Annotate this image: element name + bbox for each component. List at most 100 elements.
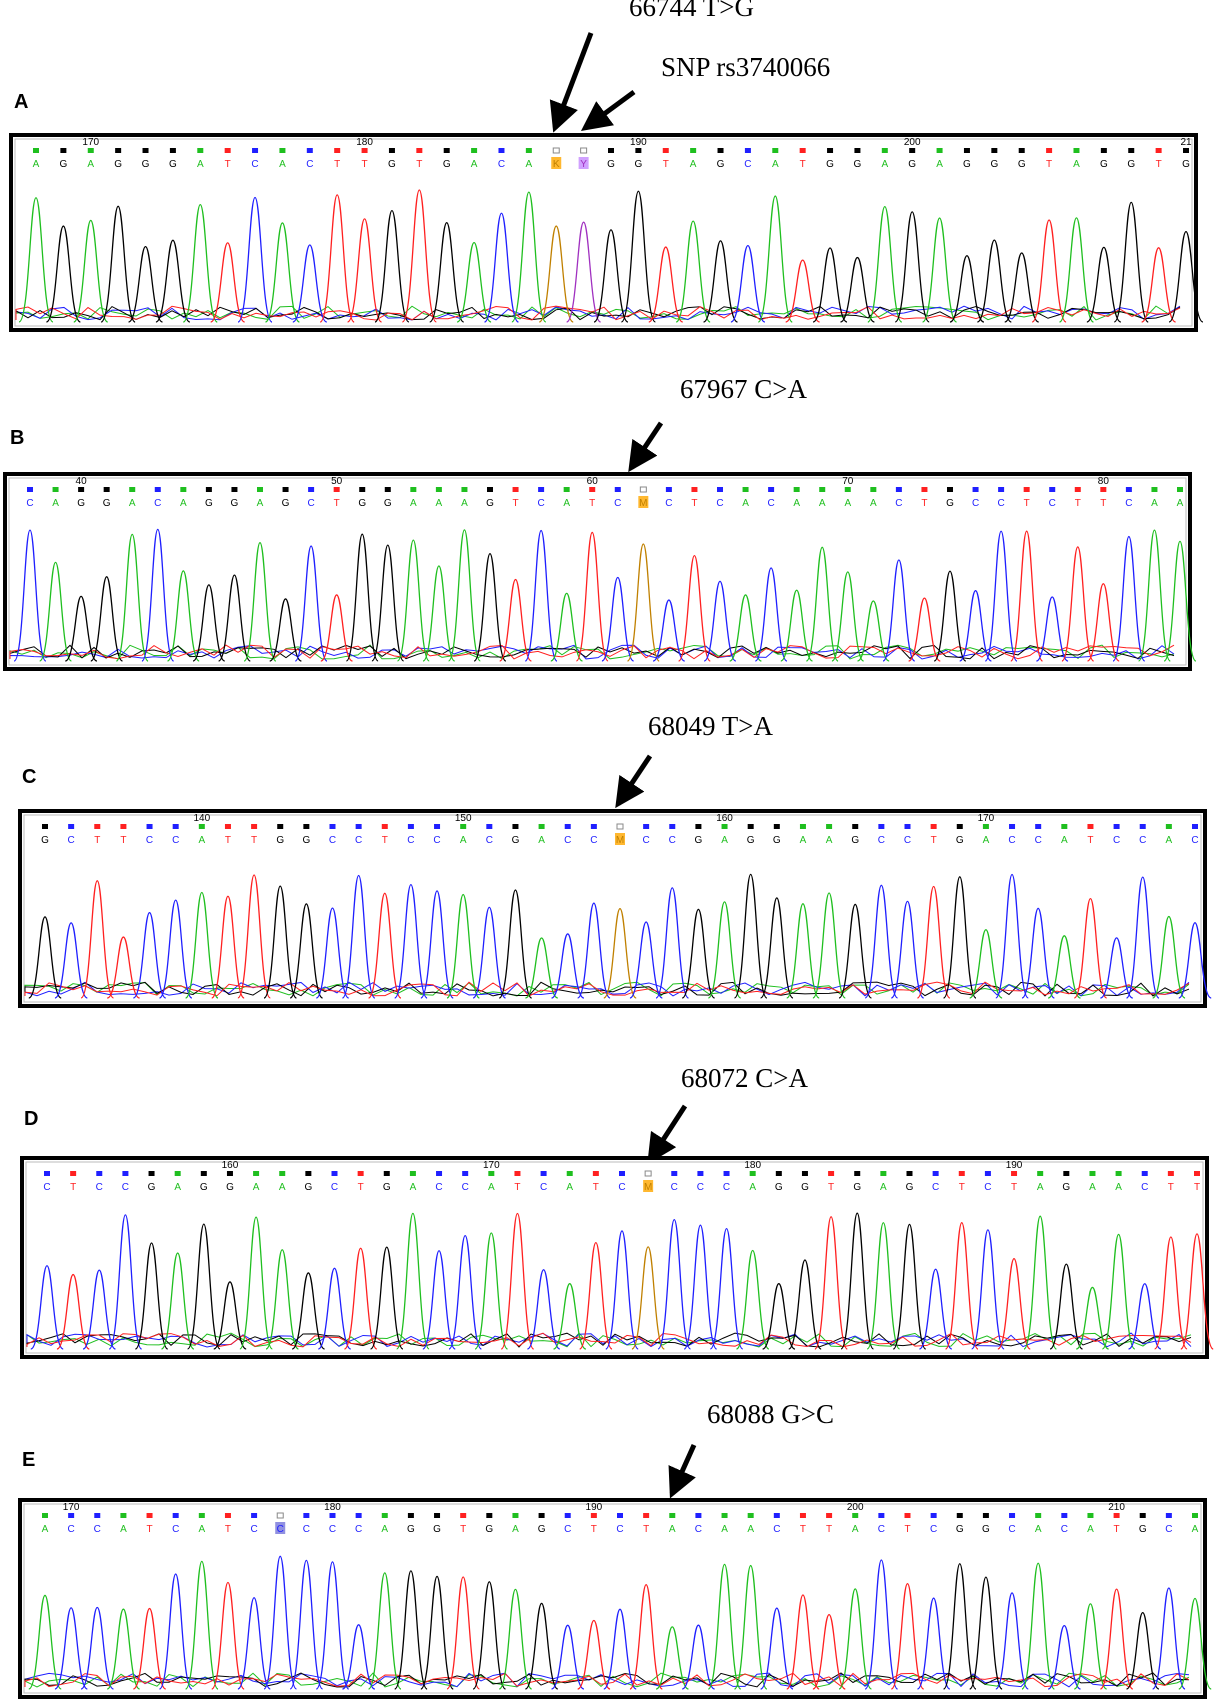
base-call: C [307, 498, 314, 509]
base-call: T [921, 498, 927, 509]
peak [192, 584, 226, 662]
base-marker [564, 1513, 571, 1518]
base-marker [538, 487, 545, 492]
base-call: A [488, 1182, 495, 1193]
base-call: A [1192, 1524, 1199, 1535]
base-call: T [828, 1182, 834, 1193]
peak [472, 1581, 507, 1690]
position-tick: 80 [1098, 476, 1110, 487]
base-marker [930, 824, 937, 829]
peak [345, 533, 379, 662]
base-marker [697, 1171, 704, 1176]
peak [1154, 1236, 1188, 1350]
base-call: A [742, 498, 749, 509]
base-call: C [616, 1524, 623, 1535]
peak [805, 546, 839, 662]
peak [108, 1214, 143, 1350]
base-call: C [498, 159, 505, 170]
base-marker [198, 1513, 205, 1518]
noise-trace [24, 981, 1190, 997]
base-call: C [1165, 1524, 1172, 1535]
base-highlight [578, 157, 589, 169]
base-call: T [1114, 1524, 1120, 1535]
position-tick: 70 [842, 476, 854, 487]
base-marker [1194, 1171, 1200, 1176]
peak [949, 255, 985, 323]
peak [890, 900, 925, 999]
base-marker [932, 1171, 939, 1176]
peak [812, 1613, 846, 1690]
peak [780, 589, 814, 662]
peak [420, 1575, 454, 1690]
base-marker [42, 824, 48, 829]
peak [473, 553, 507, 662]
base-marker [589, 487, 596, 492]
peak [264, 222, 301, 323]
base-call: G [407, 1524, 415, 1535]
base-marker [695, 824, 702, 829]
base-call: A [721, 835, 728, 846]
base-call: A [460, 835, 467, 846]
base-call: C [407, 835, 414, 846]
panel-label: D [24, 1108, 38, 1130]
base-call: C [277, 1524, 284, 1535]
peak [1073, 1603, 1108, 1690]
base-call: A [279, 1182, 286, 1193]
base-call: A [1089, 1182, 1096, 1193]
base-marker [303, 1513, 310, 1518]
position-tick: 170 [82, 137, 99, 148]
peak [54, 922, 88, 999]
peak [64, 595, 98, 662]
peak [141, 528, 175, 662]
peak [524, 1602, 559, 1690]
peak [371, 544, 405, 662]
peak [1021, 1562, 1056, 1690]
base-marker [115, 148, 122, 153]
peak [921, 217, 958, 323]
peak [788, 1259, 822, 1350]
base-call: T [120, 835, 126, 846]
base-marker [460, 1513, 467, 1518]
base-marker [383, 1171, 390, 1176]
peak [396, 1212, 430, 1350]
position-tick: 21 [1180, 137, 1192, 148]
base-marker [998, 487, 1005, 492]
peak [343, 1247, 378, 1350]
base-marker [904, 1513, 911, 1518]
base-marker [643, 1513, 650, 1518]
base-call: G [77, 498, 85, 509]
peak [759, 1607, 794, 1690]
base-marker [512, 824, 519, 829]
noise-trace [26, 1332, 1192, 1348]
base-marker [669, 1513, 676, 1518]
base-marker [1063, 1171, 1070, 1176]
base-marker [592, 1171, 599, 1176]
base-call: G [538, 1524, 546, 1535]
base-marker [174, 1171, 181, 1176]
peak [158, 899, 193, 999]
base-call: G [443, 159, 451, 170]
peak [342, 1624, 376, 1690]
base-marker [695, 1513, 702, 1518]
base-marker [826, 824, 833, 829]
base-call: C [68, 1524, 75, 1535]
base-marker [512, 1513, 519, 1518]
peak [603, 908, 637, 999]
base-call: M [639, 498, 647, 509]
base-marker [70, 1171, 77, 1176]
base-call: T [691, 498, 697, 509]
base-marker [251, 1513, 258, 1518]
base-call: G [433, 1524, 441, 1535]
peak [655, 1626, 689, 1690]
base-marker [436, 1171, 443, 1176]
peak [882, 559, 916, 662]
base-marker [566, 1171, 573, 1176]
base-marker [799, 148, 806, 153]
base-call: G [148, 1182, 156, 1193]
base-marker [721, 1513, 728, 1518]
base-marker [1087, 824, 1094, 829]
peak [997, 1258, 1031, 1350]
base-call: M [616, 835, 624, 846]
peak [652, 599, 686, 662]
